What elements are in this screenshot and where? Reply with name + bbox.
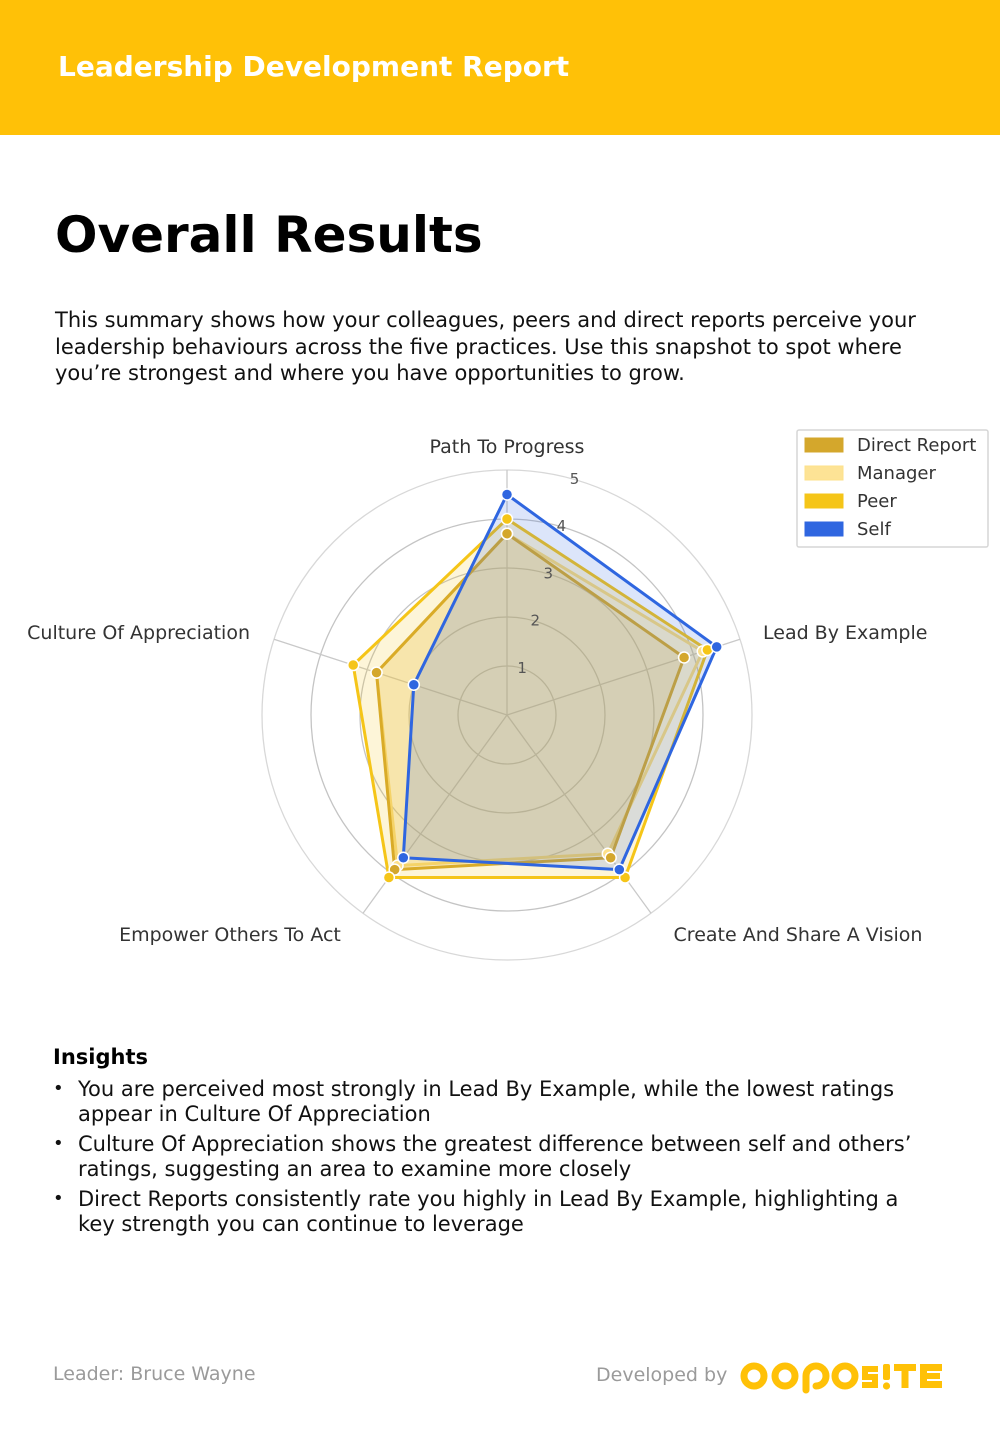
series-peer-point — [346, 658, 360, 672]
bullet-icon: • — [53, 1078, 64, 1099]
bullet-icon: • — [53, 1188, 64, 1209]
radial-tick-label: 5 — [570, 470, 580, 488]
category-label: Empower Others To Act — [119, 924, 341, 946]
radar-grid — [261, 469, 753, 961]
insight-item: • Direct Reports consistently rate you hi… — [53, 1187, 933, 1236]
opposite-logo — [740, 1362, 942, 1394]
series-self-point — [500, 488, 514, 501]
series-self-area — [401, 493, 719, 872]
radial-tick-label: 3 — [544, 564, 554, 582]
radar-series — [346, 488, 723, 884]
category-label: Lead By Example — [763, 622, 927, 644]
radial-tick-label: 1 — [517, 659, 527, 677]
legend-swatch — [804, 521, 844, 537]
legend-label: Self — [857, 519, 892, 540]
legend-label: Manager — [857, 463, 936, 484]
series-direct-report-point — [677, 651, 691, 664]
legend-swatch — [804, 493, 844, 509]
category-label: Path To Progress — [430, 436, 585, 458]
intro-paragraph: This summary shows how your colleagues, … — [55, 308, 916, 385]
category-label: Culture Of Appreciation — [27, 622, 250, 644]
series-self-point — [710, 640, 723, 654]
category-label: Create And Share A Vision — [674, 924, 923, 946]
legend-label: Peer — [857, 491, 897, 512]
insights-list: • You are perceived most strongly in Lead… — [53, 1077, 933, 1242]
radar-chart: 1 2 3 4 5 Path To Progress Lead By Example Crea… — [27, 429, 989, 961]
series-direct-report-point — [500, 527, 514, 540]
insight-text: You are perceived most strongly in Lead … — [78, 1077, 895, 1126]
bullet-icon: • — [53, 1133, 64, 1154]
insights-title: Insights — [53, 1045, 148, 1069]
radial-tick-label: 2 — [530, 612, 540, 630]
radar-labels: 1 2 3 4 5 Path To Progress Lead By Example Crea… — [27, 436, 927, 946]
insight-text: Direct Reports consistently rate you hig… — [78, 1187, 899, 1236]
chart-legend: Direct Report Manager Peer Self — [796, 429, 989, 548]
series-direct-report-point — [604, 851, 617, 864]
insight-item: • Culture Of Appreciation shows the great… — [53, 1132, 933, 1181]
legend-swatch — [804, 437, 844, 453]
insight-text: Culture Of Appreciation shows the greate… — [78, 1132, 912, 1181]
series-self-point — [613, 863, 626, 876]
developed-by-label: Developed by — [596, 1364, 728, 1386]
series-self-point — [407, 678, 421, 691]
series-self-point — [397, 851, 410, 864]
report-header: Leadership Development Report — [0, 0, 1000, 135]
series-direct-report-point — [370, 666, 383, 679]
legend-swatch — [804, 465, 844, 481]
insight-item: • You are perceived most strongly in Lead… — [53, 1077, 933, 1126]
page-title: Overall Results — [55, 206, 483, 264]
series-peer-point — [500, 512, 514, 526]
leader-name: Leader: Bruce Wayne — [53, 1363, 256, 1385]
series-peer-point — [382, 871, 396, 884]
legend-box — [796, 429, 989, 548]
radial-tick-label: 4 — [557, 517, 567, 535]
report-title: Leadership Development Report — [58, 50, 570, 83]
series-peer-area — [351, 517, 709, 879]
radar-axis-line — [273, 638, 508, 716]
legend-label: Direct Report — [857, 435, 976, 456]
